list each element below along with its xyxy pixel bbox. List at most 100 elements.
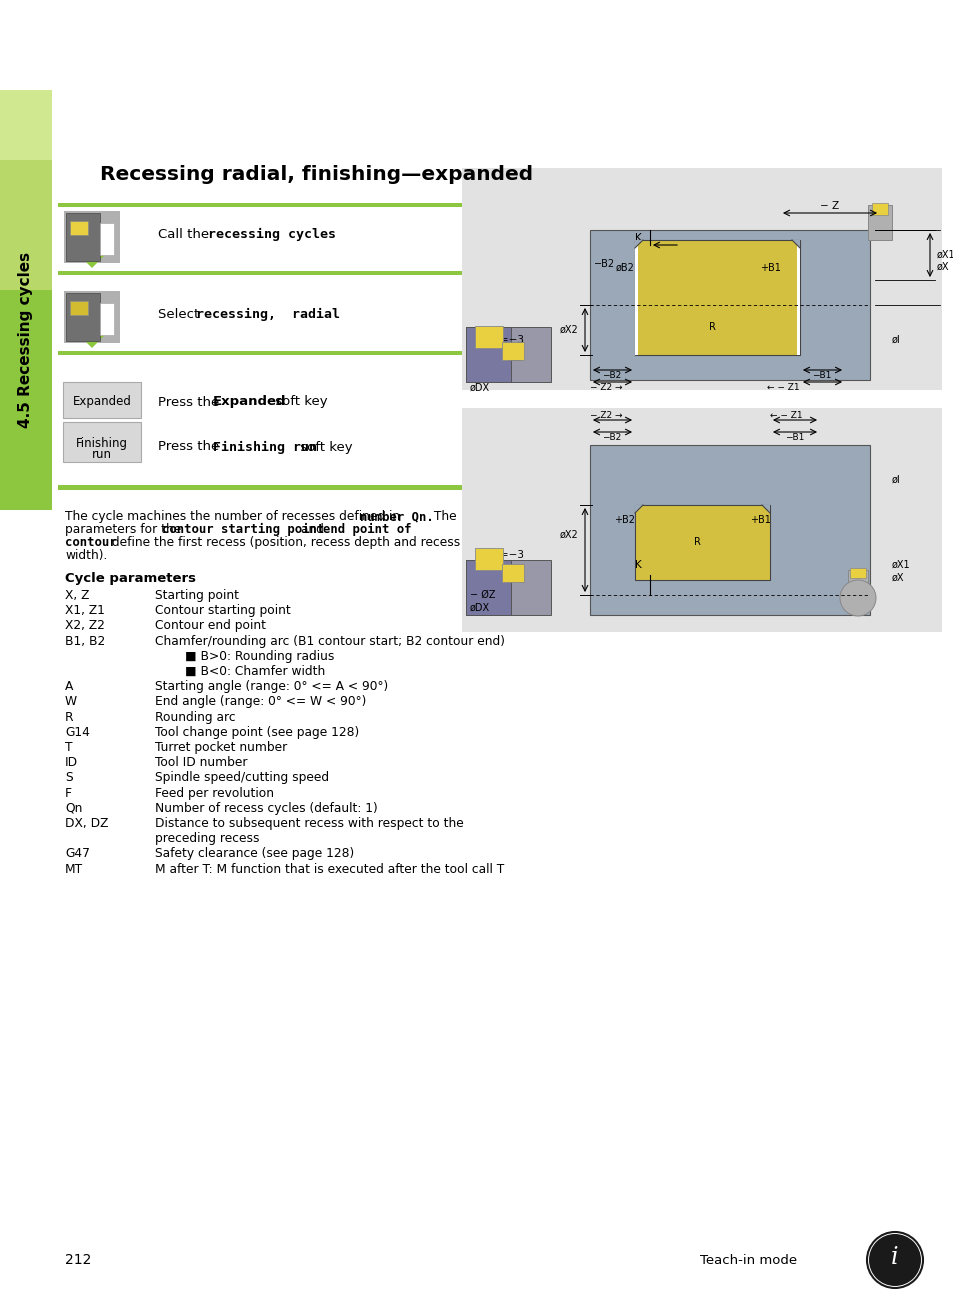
- Text: Rounding arc: Rounding arc: [154, 710, 235, 723]
- Text: X, Z: X, Z: [65, 589, 90, 602]
- Text: Teach-in mode: Teach-in mode: [700, 1253, 797, 1266]
- Text: Chamfer/rounding arc (B1 contour start; B2 contour end): Chamfer/rounding arc (B1 contour start; …: [154, 634, 504, 647]
- Bar: [465, 327, 511, 382]
- Text: −B2: −B2: [601, 433, 621, 442]
- Text: øX1: øX1: [891, 560, 910, 570]
- Text: −B1: −B1: [811, 370, 831, 379]
- Text: K: K: [634, 233, 640, 243]
- Bar: [63, 422, 141, 462]
- Polygon shape: [76, 320, 108, 348]
- Text: Tool change point (see page 128): Tool change point (see page 128): [154, 726, 359, 739]
- Text: øB2: øB2: [615, 263, 634, 273]
- Text: −B2: −B2: [594, 259, 615, 269]
- Text: K: K: [634, 560, 640, 570]
- Text: G14: G14: [65, 726, 90, 739]
- Text: T: T: [65, 742, 72, 753]
- Bar: [849, 568, 865, 578]
- Text: soft key: soft key: [271, 395, 327, 408]
- Text: Cycle parameters: Cycle parameters: [65, 572, 195, 585]
- Bar: [100, 222, 113, 255]
- Text: Spindle speed/cutting speed: Spindle speed/cutting speed: [154, 772, 329, 785]
- Text: −B2: −B2: [601, 370, 621, 379]
- Text: øDX: øDX: [470, 603, 490, 613]
- Text: recessing cycles: recessing cycles: [208, 228, 335, 241]
- Text: Expanded: Expanded: [72, 395, 132, 408]
- Text: i: i: [890, 1247, 898, 1270]
- Bar: [58, 271, 497, 275]
- Text: M after T: M function that is executed after the tool call T: M after T: M function that is executed a…: [154, 862, 504, 875]
- Polygon shape: [761, 505, 769, 513]
- Text: +B1: +B1: [759, 263, 780, 273]
- Text: parameters for the: parameters for the: [65, 523, 185, 536]
- Bar: [475, 548, 502, 570]
- Bar: [63, 382, 141, 419]
- Text: end point of: end point of: [323, 523, 411, 536]
- Bar: [0, 160, 52, 290]
- Text: Distance to subsequent recess with respect to the: Distance to subsequent recess with respe…: [154, 818, 463, 831]
- Bar: [0, 160, 52, 510]
- Text: W: W: [65, 696, 77, 709]
- Text: End angle (range: 0° <= W < 90°): End angle (range: 0° <= W < 90°): [154, 696, 366, 709]
- Bar: [70, 221, 88, 235]
- Text: S: S: [65, 772, 72, 785]
- Text: øX2: øX2: [558, 324, 578, 335]
- Text: Contour end point: Contour end point: [154, 620, 266, 632]
- Bar: [589, 230, 869, 381]
- Text: define the first recess (position, recess depth and recess: define the first recess (position, reces…: [108, 536, 459, 549]
- Text: − Z2 →: − Z2 →: [589, 411, 622, 420]
- Polygon shape: [635, 239, 642, 249]
- Bar: [100, 303, 113, 335]
- Bar: [66, 213, 100, 262]
- Text: +B2: +B2: [614, 515, 635, 525]
- Bar: [475, 326, 502, 348]
- Text: − ØZ: − ØZ: [470, 590, 495, 600]
- Text: X1, Z1: X1, Z1: [65, 604, 105, 617]
- Bar: [66, 293, 100, 341]
- Circle shape: [840, 579, 875, 616]
- Text: MT: MT: [65, 862, 83, 875]
- Text: DX, DZ: DX, DZ: [65, 818, 109, 831]
- Text: +B1: +B1: [749, 515, 770, 525]
- Text: F: F: [65, 786, 71, 799]
- Bar: [465, 560, 551, 615]
- Text: ■ B>0: Rounding radius: ■ B>0: Rounding radius: [185, 650, 334, 663]
- Text: R: R: [708, 322, 715, 332]
- Text: ← − Z1: ← − Z1: [766, 382, 800, 391]
- Bar: [70, 301, 88, 315]
- Bar: [64, 211, 120, 263]
- Text: 4.5 Recessing cycles: 4.5 Recessing cycles: [18, 252, 33, 428]
- Text: øX: øX: [936, 262, 948, 272]
- Bar: [501, 564, 523, 582]
- Text: and: and: [296, 523, 328, 536]
- Text: recessing,  radial: recessing, radial: [195, 307, 339, 320]
- Text: Call the: Call the: [158, 228, 213, 241]
- Bar: [871, 203, 887, 215]
- Text: Expanded: Expanded: [213, 395, 286, 408]
- Bar: [58, 485, 497, 490]
- Text: R: R: [694, 538, 700, 547]
- Text: Select: Select: [158, 307, 203, 320]
- Text: øX2: øX2: [558, 530, 578, 540]
- Text: contour starting point: contour starting point: [162, 523, 324, 536]
- Text: number Qn.: number Qn.: [359, 510, 434, 523]
- Bar: [796, 239, 800, 354]
- Text: øDX: øDX: [470, 383, 490, 392]
- Text: Qn=−3: Qn=−3: [484, 549, 523, 560]
- Text: Safety clearance (see page 128): Safety clearance (see page 128): [154, 848, 354, 861]
- Bar: [0, 90, 52, 160]
- Circle shape: [868, 1233, 920, 1286]
- Text: Turret pocket number: Turret pocket number: [154, 742, 287, 753]
- Text: ■ B<0: Chamfer width: ■ B<0: Chamfer width: [185, 664, 325, 678]
- Text: X2, Z2: X2, Z2: [65, 620, 105, 632]
- Bar: [461, 167, 941, 390]
- Text: preceding recess: preceding recess: [154, 832, 259, 845]
- Text: Contour starting point: Contour starting point: [154, 604, 291, 617]
- Bar: [64, 290, 120, 343]
- Text: Press the: Press the: [158, 441, 223, 454]
- Text: The cycle machines the number of recesses defined in: The cycle machines the number of recesse…: [65, 510, 403, 523]
- Text: The: The: [430, 510, 456, 523]
- Bar: [465, 560, 511, 615]
- Text: Feed per revolution: Feed per revolution: [154, 786, 274, 799]
- Bar: [847, 570, 867, 598]
- Text: øI: øI: [891, 475, 900, 485]
